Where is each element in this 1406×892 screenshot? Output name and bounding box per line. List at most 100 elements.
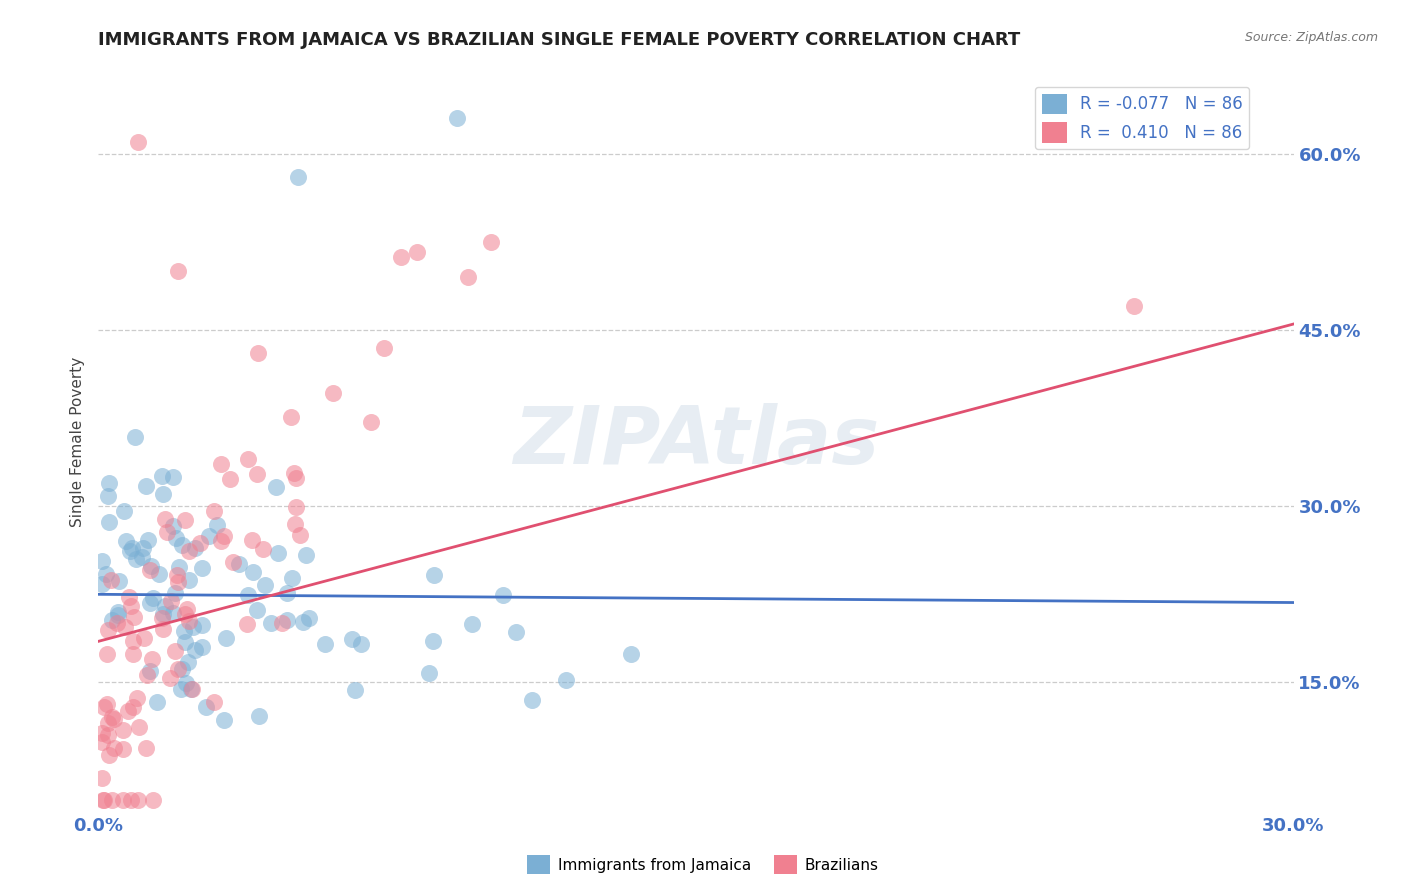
Point [97, 715, 120, 730]
Point [174, 635, 197, 649]
Point [94, 567, 117, 582]
Point [96, 697, 118, 711]
Point [202, 504, 225, 518]
Text: IMMIGRANTS FROM JAMAICA VS BRAZILIAN SINGLE FEMALE POVERTY CORRELATION CHART: IMMIGRANTS FROM JAMAICA VS BRAZILIAN SIN… [98, 31, 1021, 49]
Point [285, 470, 308, 484]
Point [115, 534, 138, 549]
Point [288, 528, 311, 542]
Point [252, 541, 274, 556]
Point [139, 558, 162, 573]
Point [159, 672, 181, 686]
Point [112, 793, 135, 807]
Point [167, 560, 190, 574]
Point [181, 620, 204, 634]
Legend: Immigrants from Jamaica, Brazilians: Immigrants from Jamaica, Brazilians [522, 849, 884, 880]
Point [96, 648, 118, 662]
Point [181, 682, 204, 697]
Point [173, 624, 195, 638]
Point [209, 534, 232, 549]
Point [139, 665, 162, 679]
Point [212, 713, 235, 727]
Point [146, 695, 169, 709]
Point [236, 588, 259, 602]
Point [264, 480, 287, 494]
Point [389, 250, 412, 264]
Point [170, 682, 193, 697]
Point [177, 573, 200, 587]
Point [132, 631, 155, 645]
Point [122, 647, 145, 661]
Point [97, 489, 120, 503]
Point [344, 682, 367, 697]
Point [184, 541, 207, 556]
Point [98, 476, 121, 491]
Point [132, 541, 155, 555]
Point [124, 430, 146, 444]
Point [172, 662, 194, 676]
Point [190, 561, 212, 575]
Point [422, 633, 444, 648]
Point [322, 385, 344, 400]
Point [91, 734, 114, 748]
Point [172, 538, 194, 552]
Point [260, 615, 283, 630]
Point [124, 609, 146, 624]
Point [245, 467, 267, 481]
Point [247, 709, 270, 723]
Point [219, 472, 242, 486]
Point [298, 611, 321, 625]
Point [120, 793, 142, 807]
Point [492, 588, 515, 602]
Point [103, 740, 125, 755]
Point [209, 457, 232, 471]
Point [163, 586, 186, 600]
Point [101, 614, 124, 628]
Point [281, 571, 304, 585]
Point [136, 533, 159, 547]
Point [139, 563, 162, 577]
Point [153, 512, 176, 526]
Point [176, 655, 198, 669]
Point [188, 536, 211, 550]
Point [97, 516, 120, 530]
Point [373, 341, 395, 355]
Point [122, 700, 145, 714]
Text: ZIPAtlas: ZIPAtlas [513, 402, 879, 481]
Legend: R = -0.077   N = 86, R =  0.410   N = 86: R = -0.077 N = 86, R = 0.410 N = 86 [1035, 87, 1250, 150]
Point [276, 613, 298, 627]
Point [91, 577, 114, 591]
Point [128, 720, 150, 734]
Point [122, 634, 145, 648]
Point [91, 554, 114, 568]
Point [422, 568, 444, 582]
Point [246, 346, 269, 360]
Point [460, 616, 482, 631]
Point [112, 504, 135, 518]
Point [522, 693, 544, 707]
Point [131, 550, 153, 565]
Point [222, 555, 245, 569]
Point [148, 567, 170, 582]
Point [340, 632, 363, 646]
Point [112, 723, 135, 737]
Point [165, 531, 187, 545]
Point [176, 675, 198, 690]
Point [236, 452, 259, 467]
Point [152, 622, 174, 636]
Point [280, 409, 302, 424]
Point [155, 599, 177, 614]
Point [135, 668, 157, 682]
Point [152, 607, 174, 622]
Point [98, 748, 121, 763]
Point [215, 631, 238, 645]
Point [127, 793, 149, 807]
Point [162, 606, 184, 620]
Point [405, 244, 427, 259]
Point [97, 728, 120, 742]
Point [446, 112, 468, 126]
Point [120, 544, 142, 558]
Point [554, 673, 576, 688]
Point [91, 771, 114, 785]
Point [295, 548, 318, 562]
Point [350, 637, 373, 651]
